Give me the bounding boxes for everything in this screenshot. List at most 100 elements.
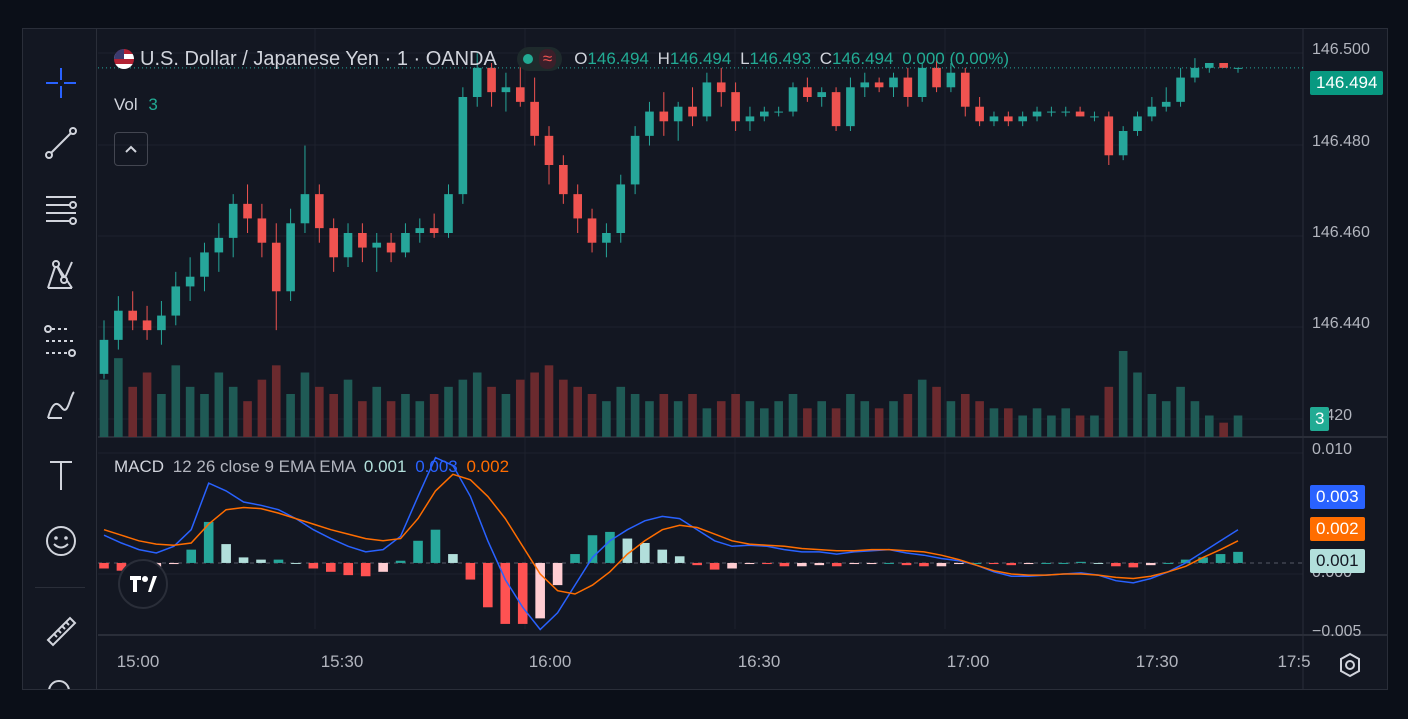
macd-histogram-bar [657,549,668,563]
trend-line-icon[interactable] [41,123,81,163]
macd-histogram-bar [1233,551,1243,563]
candle-body [1032,111,1042,117]
candle-body [515,87,525,102]
macd-histogram-bar [919,562,929,567]
volume-bar [616,386,626,437]
tradingview-logo[interactable] [118,559,168,609]
volume-bar [1004,408,1013,437]
volume-bar [142,372,152,437]
macd-histogram-bar [535,562,545,619]
macd-histogram-bar [674,556,685,563]
candle-body [1118,131,1128,156]
macd-histogram-bar [640,542,650,563]
macd-histogram-bar [308,562,319,569]
macd-histogram-bar [849,562,859,565]
pattern-icon[interactable] [41,255,81,295]
volume-bar [1219,422,1228,437]
volume-bar [1032,408,1042,437]
macd-histogram-bar [1093,562,1104,564]
macd-histogram-bar [744,562,755,565]
crosshair-icon[interactable] [41,63,81,103]
chart-canvas[interactable] [98,29,1388,690]
volume-bar [358,401,367,437]
volume-bar [645,401,654,437]
macd-histogram-bar [831,562,842,567]
macd-histogram-bar [99,562,109,569]
candle-body [559,165,568,195]
macd-histogram-bar [203,521,214,563]
candle-body [602,233,611,243]
candle-body [1161,101,1171,107]
candle-body [1219,63,1228,68]
candle-body [372,242,382,248]
macd-histogram-bar [1023,562,1034,565]
candle-body [271,242,281,292]
symbol-header: U.S. Dollar / Japanese Yen · 1 · OANDA ≈… [114,47,1009,71]
candle-body [329,228,338,258]
chart-area[interactable]: U.S. Dollar / Japanese Yen · 1 · OANDA ≈… [98,29,1388,690]
candle-body [889,77,898,88]
volume-bar [386,401,396,437]
candle-body [286,223,295,292]
macd-histogram-bar [1215,554,1226,563]
candle-body [831,92,841,127]
macd-histogram-bar [605,531,615,563]
ruler-icon[interactable] [41,611,81,651]
candle-body [946,72,956,88]
brush-icon[interactable] [41,385,81,425]
macd-histogram-bar [1058,562,1069,564]
zoom-icon[interactable] [41,673,81,689]
macd-histogram-bar [186,549,197,563]
chevron-up-icon [125,145,137,153]
macd-histogram-bar [1076,561,1086,563]
macd-histogram-bar [797,562,807,567]
volume-bar [429,394,439,437]
time-tick: 16:00 [528,652,572,671]
symbol-title[interactable]: U.S. Dollar / Japanese Yen · 1 · OANDA [140,47,497,70]
macd-histogram-bar [291,562,301,564]
volume-bar [1176,386,1185,437]
volume-bar [401,394,410,437]
macd-histogram-bar [465,562,476,580]
forecast-icon[interactable] [41,321,81,361]
macd-histogram-bar [1006,562,1016,566]
macd-histogram-bar [483,562,493,608]
candle-body [1090,116,1099,118]
volume-bar [200,394,209,437]
volume-bar [846,394,855,437]
volume-bar [444,386,453,437]
volume-bar [630,394,640,437]
candle-body [257,218,267,243]
volume-bar [329,394,338,437]
market-status-icon[interactable]: ≈ [516,47,563,71]
macd-histogram-bar [343,562,354,576]
volume-bar [831,408,841,437]
volume-bar [157,394,166,437]
volume-bar [214,372,224,437]
macd-tick: 0.010 [1312,441,1353,458]
candle-body [171,286,181,316]
macd-legend[interactable]: MACD 12 26 close 9 EMA EMA 0.001 0.003 0… [114,457,510,476]
price-tick: 146.460 [1312,224,1370,241]
volume-bar [960,394,970,437]
volume-bar [946,401,956,437]
settings-gear-icon[interactable] [1336,651,1364,679]
emoji-icon[interactable] [41,521,81,561]
macd-badge: 0.003 [1310,485,1365,509]
macd-histogram-bar [901,562,912,566]
fib-retracement-icon[interactable] [41,189,81,229]
volume-bar [759,408,769,437]
candle-body [960,72,970,107]
volume-legend[interactable]: Vol 3 [114,95,158,114]
volume-bar [228,386,238,437]
flag-icon [114,49,134,69]
text-icon[interactable] [41,455,81,495]
macd-histogram-bar [1041,562,1051,564]
candle-body [1104,116,1114,156]
volume-bar [731,394,740,437]
current-price-badge: 146.494 [1310,71,1384,95]
macd-histogram-bar [360,562,371,577]
volume-bar [745,401,755,437]
collapse-button[interactable] [114,132,148,166]
signal-line [103,473,1239,595]
